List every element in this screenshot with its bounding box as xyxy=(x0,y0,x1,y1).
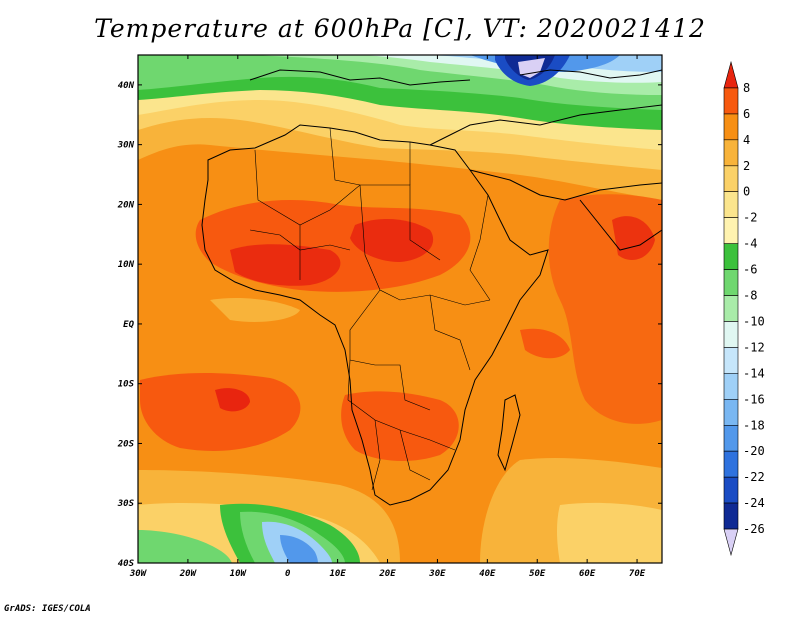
colorbar-swatch xyxy=(723,87,739,115)
colorbar-swatch xyxy=(723,476,739,504)
colorbar-swatch xyxy=(723,502,739,530)
colorbar-swatch xyxy=(723,373,739,400)
colorbar-label: 0 xyxy=(743,185,750,199)
temperature-field xyxy=(138,55,662,563)
colorbar-label: 2 xyxy=(743,159,750,173)
colorbar-swatch xyxy=(723,399,739,426)
lon-tick-label: 20W xyxy=(179,569,198,579)
colorbar-label: -8 xyxy=(743,289,757,303)
colorbar-swatch xyxy=(723,321,739,348)
colorbar-swatch xyxy=(723,450,739,478)
lon-tick-label: 20E xyxy=(378,569,396,579)
colorbar-swatch xyxy=(723,60,739,89)
colorbar-label: 6 xyxy=(743,107,750,121)
colorbar-swatch xyxy=(723,113,739,141)
lon-tick-label: 10E xyxy=(329,569,346,579)
coastlines xyxy=(201,69,662,506)
colorbar-label: -26 xyxy=(743,522,765,536)
colorbar-label: -12 xyxy=(743,340,765,354)
colorbar-label: -14 xyxy=(743,366,765,380)
colorbar-label: -18 xyxy=(743,418,765,432)
lat-tick-label: 40S xyxy=(118,559,135,569)
credit-label: GrADS: IGES/COLA xyxy=(4,604,91,614)
colorbar-swatch xyxy=(723,424,739,452)
colorbar-swatch xyxy=(723,269,739,296)
lon-tick-label: 60E xyxy=(579,569,596,579)
lon-tick-label: 10W xyxy=(230,569,248,579)
latitude-axis: 40N 30N 20N 10N EQ 10S 20S 30S 40S xyxy=(117,81,662,569)
longitude-axis: 30W 20W 10W 0 10E 20E 30E 40E 50E 60E 70E xyxy=(129,55,646,579)
lat-tick-label: 10S xyxy=(118,380,135,390)
country-borders xyxy=(249,127,491,491)
colorbar-label: -16 xyxy=(743,392,765,406)
colorbar-swatch xyxy=(723,243,739,270)
colorbar: 8 6 4 2 0 -2 -4 -6 -8 -10 -12 -14 -16 -18 -20 -22 -24 -26 xyxy=(723,60,765,557)
lon-tick-label: 0 xyxy=(285,569,291,579)
colorbar-label: -10 xyxy=(743,314,765,328)
map-frame xyxy=(137,54,663,564)
colorbar-swatch xyxy=(723,139,739,167)
lat-tick-label: 10N xyxy=(118,260,135,270)
lon-tick-label: 30W xyxy=(129,569,148,579)
lat-tick-label: 30S xyxy=(117,499,135,509)
colorbar-label: -22 xyxy=(743,470,765,484)
colorbar-label: -2 xyxy=(743,211,757,225)
lat-tick-label: EQ xyxy=(123,320,134,330)
colorbar-label: -4 xyxy=(743,237,757,251)
colorbar-swatch xyxy=(723,191,739,218)
colorbar-label: -24 xyxy=(743,496,765,510)
lat-tick-label: 30N xyxy=(117,141,135,151)
colorbar-swatch xyxy=(723,217,739,244)
colorbar-label: 4 xyxy=(743,133,750,147)
lat-tick-label: 40N xyxy=(118,81,135,91)
lat-tick-label: 20N xyxy=(117,200,135,210)
colorbar-swatch xyxy=(723,165,739,193)
colorbar-swatch xyxy=(723,295,739,322)
colorbar-swatch xyxy=(723,347,739,374)
lon-tick-label: 50E xyxy=(529,569,546,579)
colorbar-label: -6 xyxy=(743,263,757,277)
lon-tick-label: 40E xyxy=(479,569,496,579)
chart-title: Temperature at 600hPa [C], VT: 202002141… xyxy=(94,14,706,43)
colorbar-label: 8 xyxy=(743,81,750,95)
lon-tick-label: 70E xyxy=(629,569,646,579)
lon-tick-label: 30E xyxy=(428,569,446,579)
lat-tick-label: 20S xyxy=(117,439,135,449)
colorbar-swatch xyxy=(723,528,739,557)
colorbar-label: -20 xyxy=(743,444,765,458)
